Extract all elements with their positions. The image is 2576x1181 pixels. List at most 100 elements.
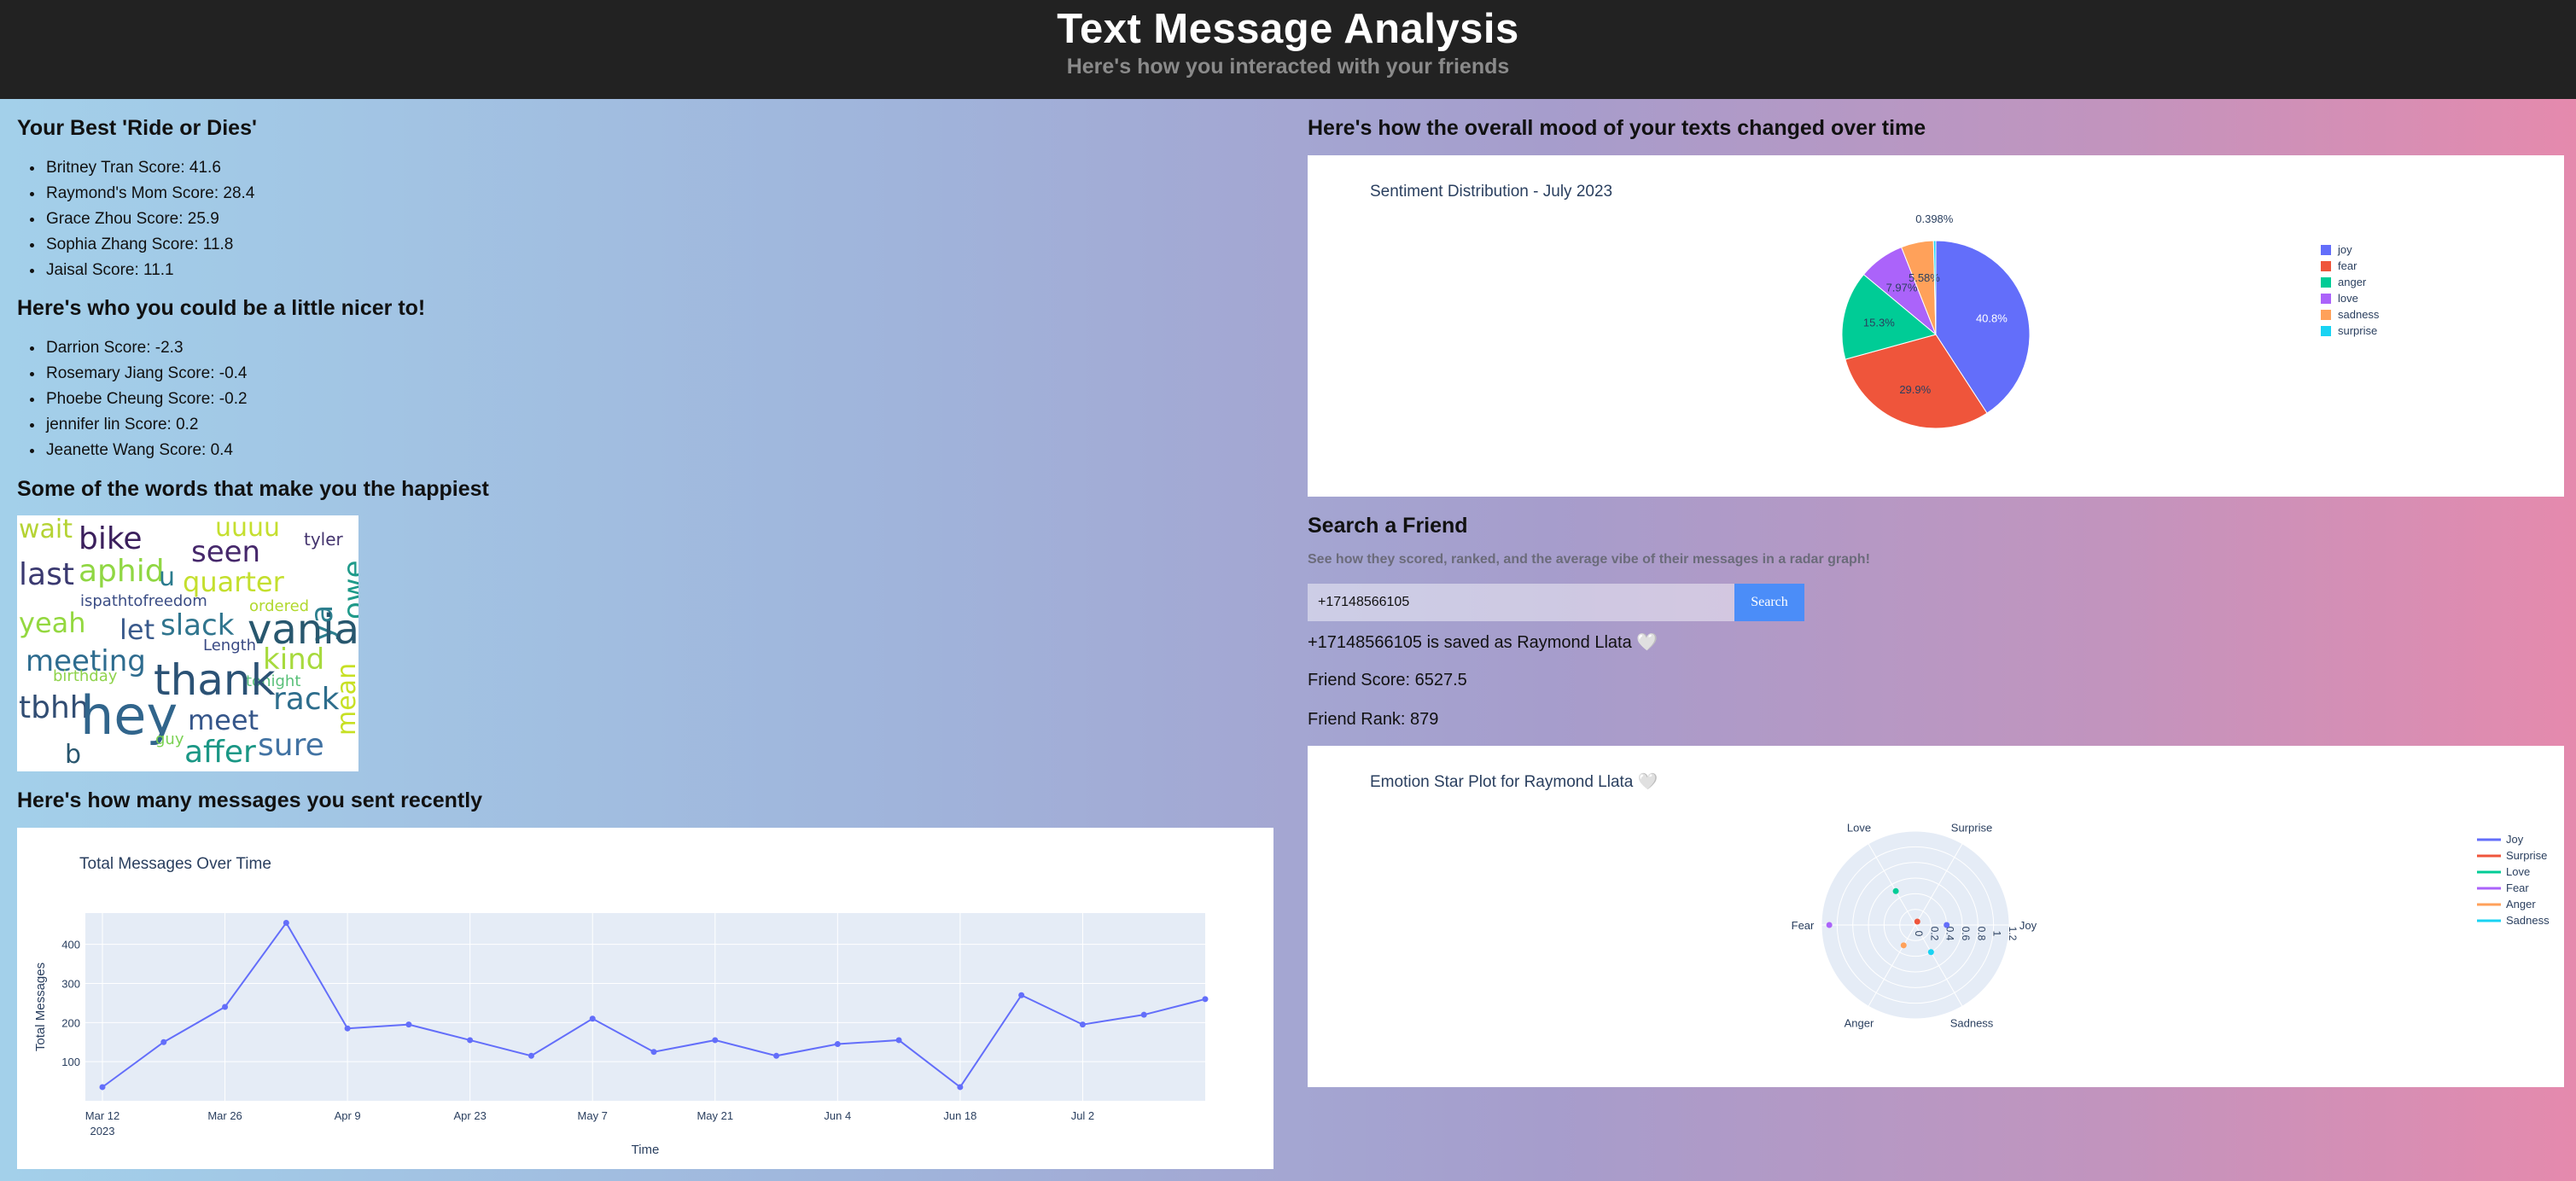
legend-label: sadness [2338, 308, 2380, 321]
legend-label: Anger [2506, 898, 2536, 910]
nicer-heading: Here's who you could be a little nicer t… [17, 296, 426, 320]
mood-heading: Here's how the overall mood of your text… [1308, 116, 1926, 140]
word-cloud-word: last [19, 557, 74, 592]
best-friend-item: Jaisal Score: 11.1 [44, 258, 254, 283]
data-point [222, 1004, 229, 1010]
data-point [589, 1015, 596, 1022]
x-tick-label: Apr 23 [454, 1109, 487, 1122]
radial-tick-label: 0.4 [1944, 927, 1956, 941]
word-cloud-word: tbhh [19, 690, 90, 725]
word-cloud-word: wait [19, 515, 73, 544]
radial-tick-label: 1 [1991, 931, 2003, 937]
legend-label: anger [2338, 276, 2367, 288]
word-cloud-word: yeah [19, 607, 86, 639]
slice-label: 5.58% [1909, 271, 1940, 284]
search-hint: See how they scored, ranked, and the ave… [1308, 552, 1870, 567]
x-tick-label: Jun 18 [943, 1109, 976, 1122]
radial-tick-label: 1.2 [2007, 927, 2019, 941]
emotion-chart-panel: Emotion Star Plot for Raymond Llata 🤍 Joy… [1308, 746, 2564, 1087]
pie-slice [1841, 273, 1938, 360]
legend-label: love [2338, 292, 2358, 305]
friend-search-input[interactable] [1308, 584, 1734, 621]
nicer-friend-item: Rosemary Jiang Score: -0.4 [44, 361, 248, 387]
data-point [405, 1021, 412, 1028]
word-cloud-word: Length [203, 637, 257, 654]
plot-area [85, 913, 1205, 1101]
search-heading: Search a Friend [1308, 514, 1468, 538]
chart-title: Sentiment Distribution - July 2023 [1370, 183, 1612, 201]
y-tick-label: 200 [61, 1016, 80, 1029]
polar-axis-label: Love [1847, 822, 1871, 835]
data-point [160, 1038, 167, 1045]
messages-chart-panel: Total Messages Over Time 100 200 300 400 Mar … [17, 828, 1273, 1169]
search-button[interactable]: Search [1734, 584, 1804, 621]
data-point [712, 1037, 719, 1044]
sentiment-chart-panel: Sentiment Distribution - July 2023 40.8% 2… [1308, 155, 2564, 497]
word-cloud-word: slack [160, 608, 235, 643]
radar-point [1914, 918, 1920, 925]
polar-axis-label: Anger [1845, 1016, 1874, 1029]
happy-words-heading: Some of the words that make you the happ… [17, 477, 489, 501]
radar-point [1927, 949, 1934, 956]
word-cloud-word: affer [184, 735, 256, 770]
messages-line-chart[interactable]: Total Messages Over Time 100 200 300 400 Mar … [17, 828, 1273, 1169]
word-cloud-word: guy [155, 730, 184, 748]
x-tick-year: 2023 [90, 1125, 115, 1137]
word-cloud-word: rack [273, 682, 340, 717]
word-cloud-word: birthday [53, 667, 118, 685]
legend-label: surprise [2338, 324, 2377, 337]
pie-slice [1845, 334, 1988, 429]
word-cloud-word: b [65, 740, 82, 770]
x-tick-label: May 7 [578, 1109, 608, 1122]
best-friend-item: Grace Zhou Score: 25.9 [44, 207, 254, 232]
emotion-radar-chart[interactable]: Emotion Star Plot for Raymond Llata 🤍 Joy… [1308, 746, 2564, 1087]
x-tick-label: Mar 26 [207, 1109, 242, 1122]
data-point [283, 919, 289, 926]
word-cloud-word: thank [154, 655, 276, 705]
data-point [895, 1037, 902, 1044]
legend-swatch [2321, 326, 2331, 336]
x-tick-label: Mar 12 [85, 1109, 119, 1122]
radial-tick-label: 0.8 [1975, 927, 1987, 941]
word-cloud-word: tyler [304, 529, 343, 550]
polar-axis-label: Joy [2019, 919, 2037, 932]
legend-swatch [2321, 277, 2331, 288]
word-cloud-word: aphid [79, 554, 165, 589]
nicer-friend-item: jennifer lin Score: 0.2 [44, 412, 248, 438]
word-cloud-word: sure [258, 728, 324, 763]
word-cloud-word: mean [332, 662, 358, 736]
polar-spoke [1915, 924, 1963, 1007]
word-cloud-word: seen [191, 535, 261, 569]
slice-label: 7.97% [1886, 282, 1918, 294]
best-friend-item: Sophia Zhang Score: 11.8 [44, 232, 254, 258]
radar-point [1892, 887, 1899, 894]
legend-label: Joy [2506, 833, 2524, 846]
nicer-friend-item: Jeanette Wang Score: 0.4 [44, 438, 248, 463]
legend-label: Sadness [2506, 914, 2550, 927]
slice-label: 0.398% [1915, 212, 1954, 225]
chart-title: Total Messages Over Time [79, 855, 271, 873]
legend-label: Surprise [2506, 849, 2547, 862]
nicer-list: Darrion Score: -2.3Rosemary Jiang Score:… [17, 335, 248, 463]
radial-tick-label: 0.2 [1928, 927, 1940, 941]
best-friend-item: Britney Tran Score: 41.6 [44, 155, 254, 181]
best-friends-list: Britney Tran Score: 41.6Raymond's Mom Sc… [17, 155, 254, 283]
polar-spoke [1868, 924, 1916, 1007]
x-tick-label: Jul 2 [1071, 1109, 1094, 1122]
word-cloud-word: u [159, 562, 176, 592]
word-cloud-word: vania [248, 606, 358, 654]
y-tick-label: 100 [61, 1056, 80, 1068]
x-tick-label: Jun 4 [824, 1109, 851, 1122]
polar-axis-label: Surprise [1951, 822, 1992, 835]
legend-swatch [2321, 294, 2331, 304]
data-point [467, 1037, 474, 1044]
data-point [99, 1084, 106, 1091]
radial-tick-label: 0 [1913, 931, 1925, 937]
sentiment-pie-chart[interactable]: Sentiment Distribution - July 2023 40.8% 2… [1308, 155, 2564, 497]
radial-tick-label: 0.6 [1960, 927, 1972, 941]
best-friends-heading: Your Best 'Ride or Dies' [17, 116, 257, 140]
legend-label: fear [2338, 259, 2357, 272]
legend-label: joy [2337, 243, 2352, 256]
radar-point [1900, 942, 1907, 949]
y-tick-label: 300 [61, 978, 80, 991]
